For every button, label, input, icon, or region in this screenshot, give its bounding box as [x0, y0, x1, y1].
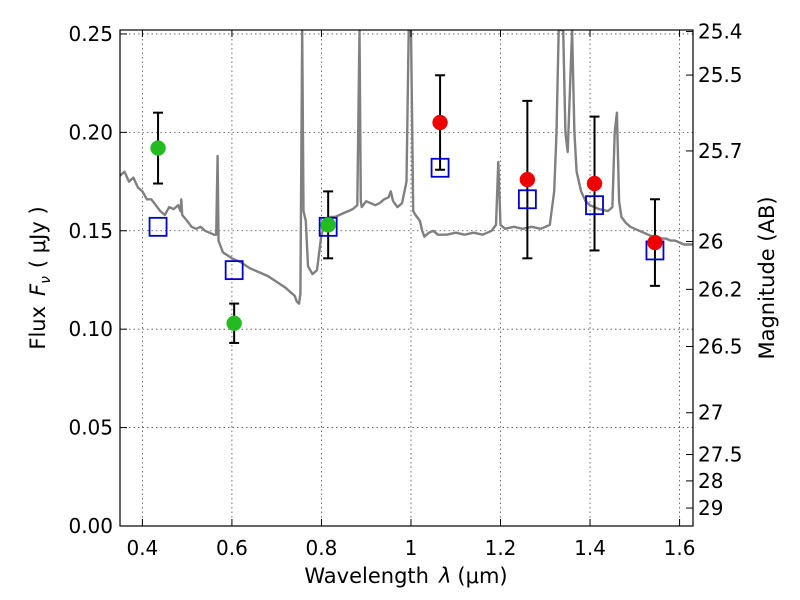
x-tick-label: 0.4 — [126, 536, 158, 560]
axis-tick-labels: 0.4 0.6 0.8 1 1.2 1.4 1.6 0.00 0.05 0.10 0.15 0.20 0… — [68, 20, 742, 560]
observation-point — [519, 171, 536, 188]
y-tick-label: 0.25 — [68, 22, 113, 46]
observation-point — [226, 315, 242, 332]
observation-point — [320, 217, 336, 233]
y2-tick-label: 27 — [698, 401, 723, 425]
model-photometry-square — [517, 189, 537, 210]
observation-point — [150, 140, 166, 156]
y2-tick-label: 26 — [698, 229, 723, 253]
y2-tick-label: 26.2 — [698, 277, 743, 301]
y2-tick-label: 25.5 — [698, 63, 743, 87]
x-tick-label: 0.8 — [306, 536, 338, 560]
axis-ticks — [120, 30, 693, 527]
model-photometry-square — [148, 216, 168, 237]
spectrum-line — [120, 30, 693, 305]
observation-markers — [150, 114, 663, 332]
y-tick-label: 0.00 — [68, 514, 113, 538]
y-axis-label: FluxFν( μJy ) — [26, 206, 54, 349]
observation-point — [432, 114, 448, 131]
model-photometry-square — [224, 260, 244, 281]
y-tick-label: 0.20 — [68, 120, 113, 144]
model-photometry-markers — [148, 157, 665, 281]
model-spectrum — [120, 30, 693, 305]
x-tick-label: 1.6 — [664, 536, 696, 560]
observation-point — [647, 234, 663, 251]
x-tick-label: 0.6 — [216, 536, 248, 560]
y2-tick-label: 25.4 — [698, 20, 743, 44]
observation-point — [586, 175, 603, 192]
model-photometry-square — [585, 195, 604, 216]
plot-frame — [119, 29, 694, 527]
x-axis-label: Wavelength λ (μm) — [304, 564, 507, 588]
y2-tick-label: 26.5 — [698, 334, 743, 358]
x-tick-label: 1 — [405, 536, 418, 560]
y-tick-label: 0.10 — [68, 317, 113, 341]
y-tick-label: 0.05 — [68, 416, 113, 440]
y2-axis-label: Magnitude (AB) — [755, 196, 779, 359]
y2-tick-label: 27.5 — [698, 443, 743, 467]
y2-tick-label: 29 — [698, 496, 723, 520]
x-tick-label: 1.2 — [485, 536, 517, 560]
y2-tick-label: 28 — [698, 469, 723, 493]
y2-tick-label: 25.7 — [698, 139, 743, 163]
y-tick-label: 0.15 — [68, 219, 113, 243]
model-photometry-square — [430, 157, 450, 178]
x-tick-label: 1.4 — [574, 536, 606, 560]
